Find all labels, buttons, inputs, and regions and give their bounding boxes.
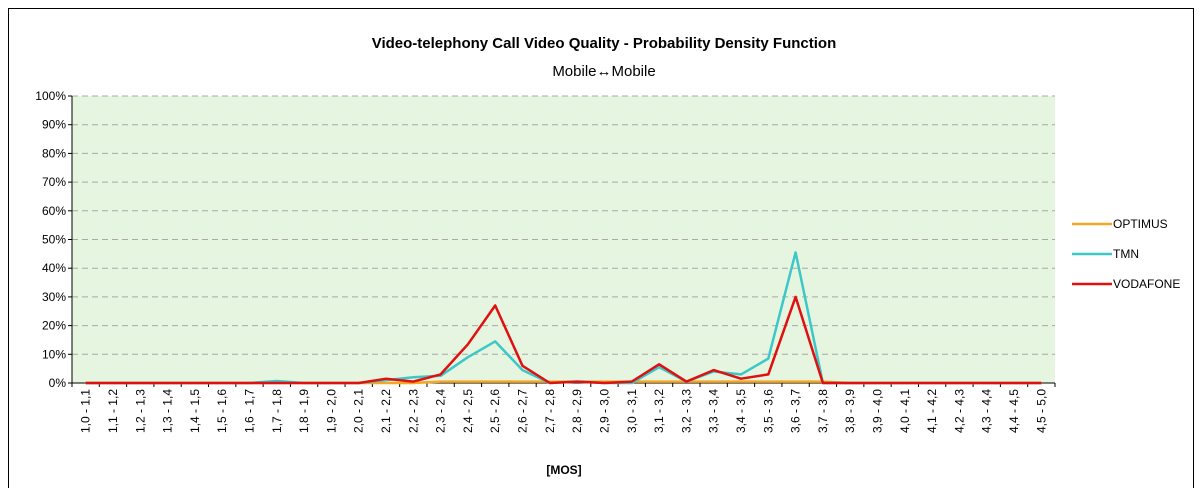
y-tick-label: 40% xyxy=(42,261,66,275)
x-tick-label: 2,0 - 2,1 xyxy=(352,389,366,433)
legend-label-tmn: TMN xyxy=(1113,247,1139,261)
grid-lines xyxy=(72,95,1055,355)
x-tick-label: 4,4 - 4,5 xyxy=(1007,389,1021,433)
x-tick-label: 2,1 - 2,2 xyxy=(379,389,393,433)
x-tick-label: 4,3 - 4,4 xyxy=(980,389,994,433)
y-tick-label: 90% xyxy=(42,118,66,132)
x-axis-label: [MOS] xyxy=(546,463,581,477)
x-tick-label: 2,5 - 2,6 xyxy=(488,389,502,433)
y-tick-label: 50% xyxy=(42,233,66,247)
legend-label-vodafone: VODAFONE xyxy=(1113,277,1180,291)
x-tick-label: 3,2 - 3,3 xyxy=(679,389,693,433)
series-line-vodafone xyxy=(85,295,1042,385)
x-tick-labels: 1,0 - 1,1 1,1 - 1,2 1,2 - 1,3 1,3 - 1,4 1,4 … xyxy=(71,383,1056,433)
x-tick-label: 1,4 - 1,5 xyxy=(188,389,202,433)
x-tick-label: 3,0 - 3,1 xyxy=(625,389,639,433)
y-tick-labels: 0% 10% 20% 30% 40% 50% 60% 70% 80% 90% 100% xyxy=(35,89,72,390)
x-tick-label: 4,5 - 5,0 xyxy=(1034,389,1048,433)
x-tick-label: 1,2 - 1,3 xyxy=(133,389,147,433)
series-lines xyxy=(85,251,1042,385)
x-tick-label: 1,9 - 2,0 xyxy=(324,389,338,433)
x-tick-label: 1,0 - 1,1 xyxy=(79,389,93,433)
y-tick-label: 100% xyxy=(35,89,66,103)
x-tick-label: 1,5 - 1,6 xyxy=(215,389,229,433)
x-tick-label: 1,8 - 1,9 xyxy=(297,389,311,433)
x-tick-label: 4,2 - 4,3 xyxy=(952,389,966,433)
y-tick-label: 60% xyxy=(42,204,66,218)
x-tick-label: 2,2 - 2,3 xyxy=(406,389,420,433)
x-tick-label: 3,6 - 3,7 xyxy=(789,389,803,433)
legend-label-optimus: OPTIMUS xyxy=(1113,217,1168,231)
chart-title: Video-telephony Call Video Quality - Pro… xyxy=(372,35,837,52)
x-tick-label: 3,8 - 3,9 xyxy=(843,389,857,433)
x-tick-label: 2,7 - 2,8 xyxy=(543,389,557,433)
x-tick-label: 1,6 - 1,7 xyxy=(242,389,256,433)
y-tick-label: 70% xyxy=(42,175,66,189)
x-tick-label: 4,0 - 4,1 xyxy=(898,389,912,433)
x-tick-label: 2,4 - 2,5 xyxy=(461,389,475,433)
x-tick-label: 1,1 - 1,2 xyxy=(106,389,120,433)
x-tick-label: 1,3 - 1,4 xyxy=(161,389,175,433)
x-tick-label: 2,3 - 2,4 xyxy=(434,389,448,433)
y-tick-label: 10% xyxy=(42,347,66,361)
x-tick-label: 3,4 - 3,5 xyxy=(734,389,748,433)
x-tick-label: 3,7 - 3,8 xyxy=(816,389,830,433)
x-tick-label: 3,5 - 3,6 xyxy=(761,389,775,433)
y-tick-label: 30% xyxy=(42,290,66,304)
x-tick-label: 1,7 - 1,8 xyxy=(270,389,284,433)
x-tick-label: 2,8 - 2,9 xyxy=(570,389,584,433)
y-tick-label: 80% xyxy=(42,146,66,160)
x-tick-label: 3,1 - 3,2 xyxy=(652,389,666,433)
chart-subtitle: Mobile↔Mobile xyxy=(552,63,655,80)
x-tick-label: 3,9 - 4,0 xyxy=(871,389,885,433)
x-tick-label: 3,3 - 3,4 xyxy=(707,389,721,433)
y-tick-label: 20% xyxy=(42,319,66,333)
legend: OPTIMUS TMN VODAFONE xyxy=(1072,217,1180,291)
x-tick-label: 2,6 - 2,7 xyxy=(516,389,530,433)
x-tick-label: 2,9 - 3,0 xyxy=(597,389,611,433)
y-tick-label: 0% xyxy=(49,376,67,390)
x-tick-label: 4,1 - 4,2 xyxy=(925,389,939,433)
